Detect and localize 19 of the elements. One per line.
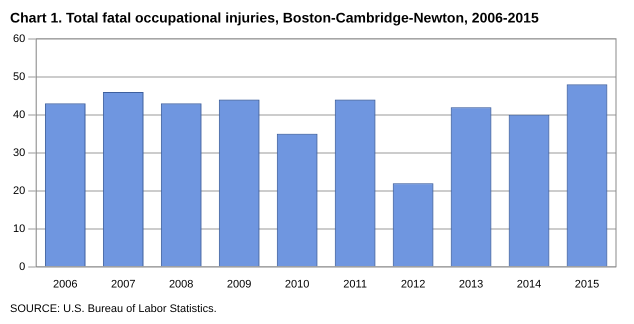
y-tick-label: 0 (19, 260, 26, 273)
x-tick-label: 2009 (226, 278, 252, 290)
x-tick-label: 2014 (516, 278, 542, 290)
y-tick-label: 40 (12, 108, 26, 121)
x-tick-label: 2015 (574, 278, 600, 290)
y-tick-label: 10 (12, 222, 26, 235)
x-tick-label: 2013 (458, 278, 484, 290)
y-tick-label: 30 (12, 146, 26, 159)
x-tick-label: 2012 (400, 278, 426, 290)
y-tick-label: 60 (12, 32, 26, 45)
x-tick-label: 2008 (168, 278, 194, 290)
x-tick-label: 2006 (52, 278, 78, 290)
x-tick-label: 2007 (110, 278, 136, 290)
y-tick-label: 20 (12, 184, 26, 197)
y-tick-label: 50 (12, 70, 26, 83)
x-tick-label: 2011 (343, 278, 367, 290)
source-note: SOURCE: U.S. Bureau of Labor Statistics. (10, 303, 217, 315)
x-tick-label: 2010 (284, 278, 310, 290)
chart-title: Chart 1. Total fatal occupational injuries, Boston-Cambridge-Newton, 2006-2015 (10, 9, 539, 26)
